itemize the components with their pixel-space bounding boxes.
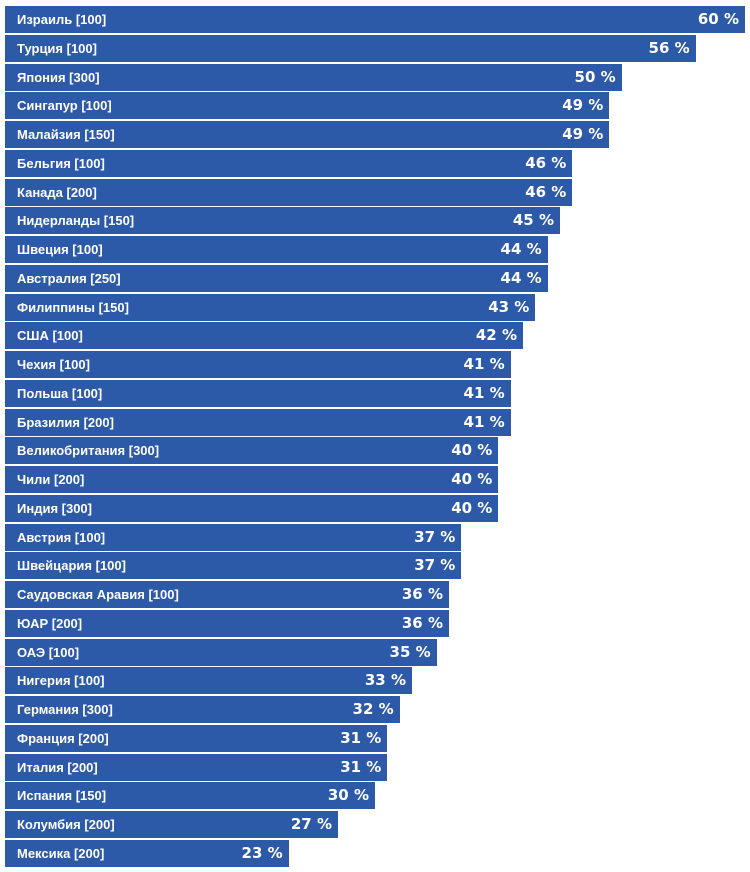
bar <box>5 236 548 263</box>
bar <box>5 149 573 177</box>
bar <box>5 667 412 695</box>
value-label: 40 % <box>451 441 493 460</box>
category-label: США [100] <box>17 328 83 344</box>
value-label: 49 % <box>562 125 604 143</box>
bar <box>5 408 511 436</box>
bar <box>5 121 610 148</box>
value-label: 41 % <box>463 355 505 373</box>
category-label: Швейцария [100] <box>17 558 126 574</box>
bar <box>5 6 745 33</box>
category-label: Малайзия [150] <box>17 127 115 142</box>
bar <box>5 264 548 292</box>
category-label: Швеция [100] <box>17 242 103 257</box>
value-label: 37 % <box>414 527 456 546</box>
category-label: Польша [100] <box>17 385 103 401</box>
bar <box>5 782 375 810</box>
category-label: Великобритания [300] <box>17 443 160 459</box>
bar <box>5 839 289 867</box>
bar <box>5 753 388 781</box>
bar <box>5 437 499 465</box>
category-label: Турция [100] <box>17 40 97 56</box>
category-label: Мексика [200] <box>17 845 105 861</box>
value-label: 30 % <box>327 786 369 805</box>
bar <box>5 351 511 378</box>
value-label: 60 % <box>697 10 739 28</box>
category-label: ОАЭ [100] <box>17 644 80 660</box>
bar <box>5 178 573 206</box>
bar <box>5 609 449 637</box>
category-label: Италия [200] <box>17 759 98 775</box>
value-label: 36 % <box>401 585 443 603</box>
value-label: 31 % <box>340 757 382 776</box>
category-label: Индия [300] <box>17 500 92 516</box>
value-label: 31 % <box>340 728 382 747</box>
category-label: Колумбия [200] <box>17 817 115 832</box>
category-label: Бельгия [100] <box>17 155 105 171</box>
value-label: 40 % <box>451 470 493 488</box>
category-label: Нигерия [100] <box>17 673 105 689</box>
bar <box>5 207 560 235</box>
value-label: 37 % <box>414 556 456 575</box>
value-label: 46 % <box>525 153 567 172</box>
bar <box>5 293 536 321</box>
value-label: 36 % <box>401 613 443 632</box>
value-label: 40 % <box>451 498 493 517</box>
category-label: Франция [200] <box>17 730 109 746</box>
category-label: Япония [300] <box>17 69 100 85</box>
bar <box>5 34 696 62</box>
value-label: 49 % <box>562 96 604 115</box>
bar <box>5 92 610 120</box>
category-label: Испания [150] <box>17 788 107 804</box>
value-label: 44 % <box>500 268 542 287</box>
category-label: ЮАР [200] <box>17 615 83 631</box>
bar <box>5 322 523 350</box>
category-label: Германия [300] <box>17 702 113 717</box>
value-label: 50 % <box>574 67 616 86</box>
value-label: 42 % <box>475 326 517 345</box>
bar <box>5 581 449 608</box>
value-label: 56 % <box>648 38 690 57</box>
category-label: Нидерланды [150] <box>17 213 135 229</box>
value-label: 32 % <box>352 700 394 718</box>
category-label: Сингапур [100] <box>17 98 112 114</box>
bar <box>5 466 499 493</box>
value-label: 45 % <box>512 211 554 230</box>
category-label: Филиппины [150] <box>17 299 129 315</box>
category-label: Чехия [100] <box>17 357 90 372</box>
category-label: Бразилия [200] <box>17 414 114 430</box>
category-label: Австрия [100] <box>17 529 106 545</box>
bar <box>5 724 388 752</box>
bar <box>5 379 511 407</box>
bar <box>5 811 338 838</box>
value-label: 35 % <box>389 642 431 661</box>
value-label: 41 % <box>463 412 505 431</box>
bar <box>5 552 462 580</box>
category-label: Канада [200] <box>17 184 97 200</box>
value-label: 46 % <box>525 182 567 201</box>
value-label: 41 % <box>463 383 505 402</box>
bar <box>5 523 462 551</box>
category-label: Саудовская Аравия [100] <box>17 587 179 602</box>
category-label: Чили [200] <box>17 472 85 487</box>
value-label: 43 % <box>488 297 530 316</box>
category-label: Израиль [100] <box>17 12 107 27</box>
bar <box>5 696 400 723</box>
value-label: 27 % <box>290 815 332 833</box>
value-label: 33 % <box>364 671 406 690</box>
bar <box>5 63 622 91</box>
bar <box>5 494 499 522</box>
category-label: Австралия [250] <box>17 270 121 286</box>
value-label: 23 % <box>241 843 283 862</box>
value-label: 44 % <box>500 240 542 258</box>
bar <box>5 638 437 666</box>
